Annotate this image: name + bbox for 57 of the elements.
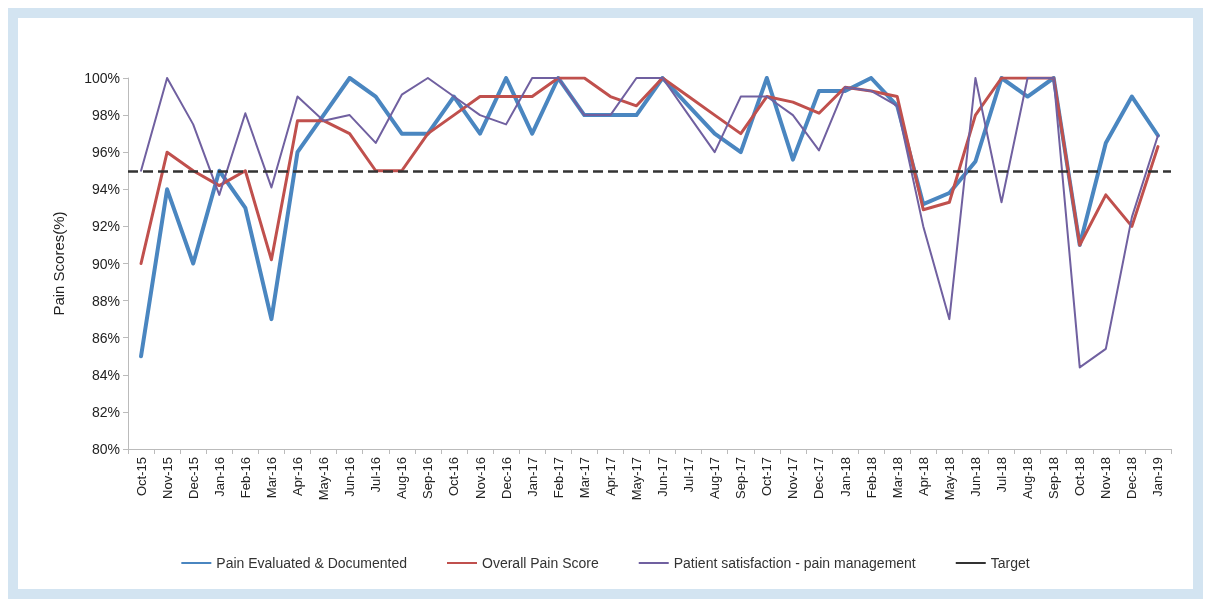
x-tick-label: May-18 — [941, 457, 957, 501]
x-tick-label: Feb-16 — [237, 457, 253, 499]
y-tick-label: 96% — [91, 144, 120, 161]
x-tick-label: Oct-18 — [1072, 457, 1088, 497]
x-tick-label: Nov-16 — [472, 457, 488, 499]
y-tick-label: 94% — [91, 181, 120, 198]
x-tick-label: Apr-16 — [289, 457, 305, 497]
x-tick-label: Nov-15 — [159, 457, 175, 499]
x-tick-label: Apr-17 — [602, 457, 618, 497]
x-tick-label: Dec-18 — [1124, 457, 1140, 499]
x-tick-label: Jul-18 — [994, 457, 1010, 493]
line-series — [139, 76, 1160, 265]
x-tick-label: Sep-17 — [733, 457, 749, 499]
x-tick-label: Jan-17 — [524, 457, 540, 497]
x-tick-label: Aug-17 — [707, 457, 723, 499]
x-tick-label: May-16 — [316, 457, 332, 501]
legend-label: Target — [990, 555, 1030, 571]
x-tick-label: Dec-17 — [811, 457, 827, 499]
legend-label: Pain Evaluated & Documented — [216, 555, 408, 571]
x-tick-label: Aug-18 — [1020, 457, 1036, 499]
legend-label: Overall Pain Score — [482, 555, 599, 571]
x-tick-label: Nov-18 — [1098, 457, 1114, 499]
x-tick-label: Jun-16 — [342, 457, 358, 497]
x-tick-label: Feb-17 — [550, 457, 566, 499]
y-tick-label: 90% — [91, 255, 120, 272]
x-tick-label: Jun-17 — [655, 457, 671, 497]
y-tick-label: 98% — [91, 107, 120, 124]
y-tick-label: 86% — [91, 329, 120, 346]
x-tick-label: Dec-15 — [185, 457, 201, 499]
x-tick-label: Jan-18 — [837, 457, 853, 497]
x-tick-label: Aug-16 — [394, 457, 410, 499]
x-tick-label: Dec-16 — [498, 457, 514, 499]
y-tick-label: 92% — [91, 218, 120, 235]
x-tick-label: Sep-16 — [420, 457, 436, 499]
legend-label: Patient satisfaction - pain management — [673, 555, 916, 571]
x-tick-label: Feb-18 — [863, 457, 879, 499]
y-tick-label: 100% — [84, 70, 120, 86]
y-tick-label: 80% — [91, 441, 120, 457]
x-tick-label: Apr-18 — [915, 457, 931, 497]
x-tick-label: May-17 — [628, 457, 644, 501]
x-tick-label: Mar-17 — [576, 457, 592, 499]
x-tick-label: Jul-17 — [681, 457, 697, 493]
x-tick-label: Jan-19 — [1150, 457, 1166, 497]
x-tick-label: Nov-17 — [785, 457, 801, 499]
x-tick-label: Oct-16 — [446, 457, 462, 497]
x-tick-label: Jul-16 — [368, 457, 384, 493]
x-tick-label: Mar-16 — [263, 457, 279, 499]
x-tick-label: Jan-16 — [211, 457, 227, 497]
x-tick-label: Oct-17 — [759, 457, 775, 497]
y-tick-label: 82% — [91, 403, 120, 420]
x-tick-label: Oct-15 — [133, 457, 149, 497]
x-tick-label: Jun-18 — [967, 457, 983, 497]
y-tick-label: 84% — [91, 366, 120, 383]
y-tick-label: 88% — [91, 292, 120, 309]
y-axis-title: Pain Scores(%) — [50, 211, 67, 316]
x-tick-label: Sep-18 — [1046, 457, 1062, 499]
x-tick-label: Mar-18 — [889, 457, 905, 499]
